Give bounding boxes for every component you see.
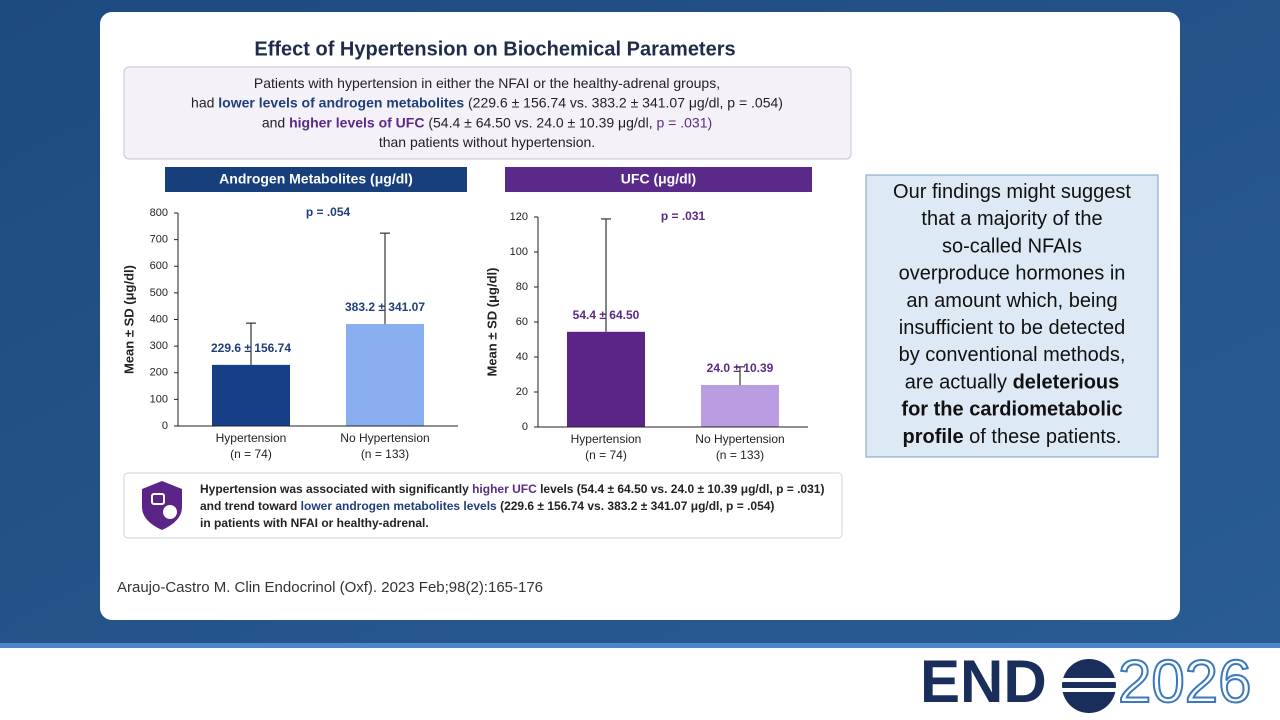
y-tick-label: 120 — [510, 211, 528, 223]
bar — [346, 323, 424, 426]
text-span: overproduce hormones in — [899, 263, 1126, 285]
summary-box — [123, 66, 852, 160]
text-span: had — [191, 94, 218, 110]
text-span: Hypertension was associated with signifi… — [200, 482, 472, 496]
text-line: profile of these patients. — [902, 426, 1121, 448]
text-span: higher UFC — [472, 482, 537, 496]
y-axis-label: Mean ± SD (μg/dl) — [484, 268, 499, 377]
value-label: 383.2 ± 341.07 — [345, 300, 425, 314]
y-tick-label: 300 — [150, 340, 168, 352]
logo-year: 2026 — [1118, 648, 1251, 715]
text-line: overproduce hormones in — [899, 263, 1126, 285]
text-span: insufficient to be detected — [899, 317, 1125, 339]
text-line: are actually deleterious — [905, 372, 1120, 394]
y-tick-label: 80 — [516, 281, 528, 293]
text-span: (229.6 ± 156.74 vs. 383.2 ± 341.07 μg/dl… — [464, 94, 783, 110]
x-tick-label: Hypertension — [216, 431, 287, 445]
text-span: lower levels of androgen metabolites — [218, 94, 464, 110]
divider — [0, 643, 1280, 648]
citation: Araujo-Castro M. Clin Endocrinol (Oxf). … — [117, 579, 543, 596]
y-tick-label: 800 — [150, 207, 168, 219]
conclusion-box — [123, 472, 843, 539]
y-tick-label: 600 — [150, 260, 168, 272]
text-span: for the cardiometabolic — [901, 399, 1122, 421]
bar — [567, 331, 645, 427]
text-span: higher levels of UFC — [289, 114, 424, 130]
text-span: levels (54.4 ± 64.50 vs. 24.0 ± 10.39 μg… — [537, 482, 825, 496]
text-span: (54.4 ± 64.50 vs. 24.0 ± 10.39 μg/dl, — [424, 114, 656, 130]
text-line: had lower levels of androgen metabolites… — [191, 94, 783, 110]
slide-title: Effect of Hypertension on Biochemical Pa… — [254, 38, 735, 60]
text-line: for the cardiometabolic — [901, 399, 1122, 421]
text-span: Our findings might suggest — [893, 181, 1131, 203]
x-tick-note: (n = 133) — [716, 448, 764, 462]
y-tick-label: 40 — [516, 351, 528, 363]
text-span: (229.6 ± 156.74 vs. 383.2 ± 341.07 μg/dl… — [497, 499, 775, 513]
y-tick-label: 200 — [150, 367, 168, 379]
bar — [212, 364, 290, 426]
annotation: p = .054 — [306, 205, 351, 219]
logo-text: END — [920, 648, 1047, 715]
y-tick-label: 100 — [150, 393, 168, 405]
text-span: p = .031) — [656, 114, 712, 130]
x-tick-note: (n = 133) — [361, 447, 409, 461]
x-tick-note: (n = 74) — [230, 447, 272, 461]
x-tick-note: (n = 74) — [585, 448, 627, 462]
text-span: in patients with NFAI or healthy-adrenal… — [200, 516, 429, 530]
text-span: that a majority of the — [921, 208, 1102, 230]
bar — [701, 385, 779, 427]
text-span: Patients with hypertension in either the… — [254, 75, 720, 91]
x-tick-label: No Hypertension — [340, 431, 429, 445]
y-tick-label: 400 — [150, 313, 168, 325]
text-span: of these patients. — [964, 426, 1122, 448]
value-label: 229.6 ± 156.74 — [211, 341, 291, 355]
x-tick-label: No Hypertension — [695, 432, 784, 446]
text-line: and trend toward lower androgen metaboli… — [200, 499, 774, 513]
text-line: and higher levels of UFC (54.4 ± 64.50 v… — [262, 114, 712, 130]
text-span: deleterious — [1013, 372, 1120, 394]
text-span: are actually — [905, 372, 1013, 394]
text-line: in patients with NFAI or healthy-adrenal… — [200, 516, 429, 530]
value-label: 54.4 ± 64.50 — [573, 308, 640, 322]
text-span: and trend toward — [200, 499, 301, 513]
text-line: that a majority of the — [921, 208, 1102, 230]
text-span: by conventional methods, — [899, 344, 1126, 366]
text-line: insufficient to be detected — [899, 317, 1125, 339]
y-tick-label: 20 — [516, 386, 528, 398]
logo-globe — [1060, 659, 1118, 713]
text-line: an amount which, being — [906, 290, 1117, 312]
x-tick-label: Hypertension — [571, 432, 642, 446]
y-tick-label: 100 — [510, 246, 528, 258]
chart-header — [505, 167, 812, 192]
y-tick-label: 700 — [150, 234, 168, 246]
text-span: than patients without hypertension. — [379, 134, 595, 150]
text-line: by conventional methods, — [899, 344, 1126, 366]
text-span: an amount which, being — [906, 290, 1117, 312]
shield-icon — [142, 481, 182, 530]
value-label: 24.0 ± 10.39 — [707, 361, 774, 375]
y-tick-label: 0 — [162, 420, 168, 432]
chart-title: UFC (μg/dl) — [621, 171, 696, 187]
text-line: so-called NFAIs — [942, 236, 1082, 258]
y-axis-label: Mean ± SD (μg/dl) — [121, 265, 136, 374]
text-line: Patients with hypertension in either the… — [254, 75, 720, 91]
annotation: p = .031 — [661, 209, 706, 223]
text-span: profile — [902, 426, 963, 448]
callout-box — [865, 174, 1159, 458]
text-line: than patients without hypertension. — [379, 134, 595, 150]
text-span: and — [262, 114, 289, 130]
text-line: Hypertension was associated with signifi… — [200, 482, 824, 496]
text-line: Our findings might suggest — [893, 181, 1131, 203]
text-span: lower androgen metabolites levels — [301, 499, 497, 513]
y-tick-label: 60 — [516, 316, 528, 328]
text-span: so-called NFAIs — [942, 236, 1082, 258]
chart-title: Androgen Metabolites (μg/dl) — [219, 171, 413, 187]
y-tick-label: 500 — [150, 287, 168, 299]
chart-header — [165, 167, 467, 192]
y-tick-label: 0 — [522, 421, 528, 433]
panel — [100, 12, 1180, 620]
